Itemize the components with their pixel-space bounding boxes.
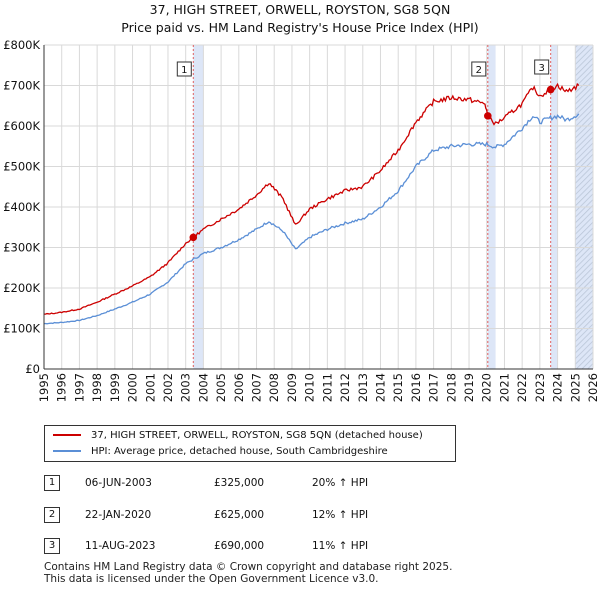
x-tick-label: 1995 <box>37 373 51 402</box>
x-tick-label: 1996 <box>55 373 69 402</box>
x-tick-label: 2023 <box>533 373 547 402</box>
sale-date: 06-JUN-2003 <box>85 477 152 489</box>
x-tick-label: 2020 <box>480 373 494 402</box>
sale-label-box <box>534 59 550 75</box>
sale-label-box <box>471 61 487 77</box>
legend-item-property: 37, HIGH STREET, ORWELL, ROYSTON, SG8 5Q… <box>53 428 423 444</box>
x-tick-label: 2005 <box>214 373 228 402</box>
x-tick-label: 2004 <box>196 373 210 402</box>
sale-hpi-change: 11% ↑ HPI <box>312 540 369 552</box>
x-tick-label: 2001 <box>143 373 157 402</box>
y-tick-label: £400K <box>3 200 40 214</box>
legend-label-property: 37, HIGH STREET, ORWELL, ROYSTON, SG8 5Q… <box>91 430 423 441</box>
price-chart: 1 2 3 £0 £100K £200K £300K £400K £500K £600K £700K… <box>3 38 600 402</box>
x-tick-label: 2007 <box>250 373 264 402</box>
x-tick-label: 2000 <box>126 373 140 402</box>
y-tick-label: £600K <box>3 119 40 133</box>
sale-row: 3 11-AUG-2023 £690,000 11% ↑ HPI <box>0 536 600 556</box>
y-tick-label: £800K <box>3 38 40 52</box>
x-tick-label: 2008 <box>267 373 281 402</box>
x-tick-label: 2019 <box>462 373 476 402</box>
sale-hpi-change: 20% ↑ HPI <box>312 477 369 489</box>
x-tick-label: 2010 <box>303 373 317 402</box>
sale-number-badge: 1 <box>44 475 60 491</box>
sale-number-badge: 2 <box>44 507 60 523</box>
x-tick-label: 2002 <box>161 373 175 402</box>
x-tick-label: 1999 <box>108 373 122 402</box>
sale-price: £690,000 <box>214 540 265 552</box>
chart-subtitle: Price paid vs. HM Land Registry's House … <box>121 20 479 35</box>
chart-title: 37, HIGH STREET, ORWELL, ROYSTON, SG8 5Q… <box>149 2 451 17</box>
sale-label-text: 3 <box>538 63 544 74</box>
x-tick-label: 2024 <box>551 373 565 402</box>
y-tick-label: £300K <box>3 241 40 255</box>
legend-swatch-property <box>53 434 81 436</box>
sale-hpi-change: 12% ↑ HPI <box>312 509 369 521</box>
x-tick-label: 2003 <box>179 373 193 402</box>
x-tick-label: 2022 <box>515 373 529 402</box>
y-tick-label: £200K <box>3 281 40 295</box>
sale-label-box <box>176 61 192 77</box>
x-tick-label: 2015 <box>391 373 405 402</box>
x-tick-label: 2009 <box>285 373 299 402</box>
x-tick-label: 2026 <box>586 373 600 402</box>
sale-date: 22-JAN-2020 <box>85 509 152 521</box>
sale-date: 11-AUG-2023 <box>85 540 156 552</box>
y-tick-label: £700K <box>3 79 40 93</box>
sale-price: £325,000 <box>214 477 265 489</box>
x-tick-label: 1997 <box>72 373 86 402</box>
sale-price: £625,000 <box>214 509 265 521</box>
x-tick-label: 2014 <box>373 373 387 402</box>
x-tick-label: 2021 <box>497 373 511 402</box>
x-tick-label: 2018 <box>444 373 458 402</box>
sale-label-text: 1 <box>181 65 187 76</box>
sale-point <box>189 233 198 242</box>
y-tick-label: £0 <box>25 362 40 376</box>
legend: 37, HIGH STREET, ORWELL, ROYSTON, SG8 5Q… <box>44 425 456 462</box>
x-tick-label: 2025 <box>568 373 582 402</box>
x-tick-label: 2017 <box>427 373 441 402</box>
y-tick-label: £100K <box>3 322 40 336</box>
footer-licence: This data is licensed under the Open Gov… <box>44 573 379 585</box>
sale-point <box>546 85 555 94</box>
y-tick-label: £500K <box>3 160 40 174</box>
sale-row: 1 06-JUN-2003 £325,000 20% ↑ HPI <box>0 473 600 493</box>
legend-swatch-hpi <box>53 450 81 452</box>
footer-copyright: Contains HM Land Registry data © Crown c… <box>44 561 453 573</box>
x-tick-label: 2011 <box>320 373 334 402</box>
hpi-series-line <box>43 113 580 325</box>
x-tick-label: 1998 <box>90 373 104 402</box>
sale-number-badge: 3 <box>44 538 60 554</box>
legend-item-hpi: HPI: Average price, detached house, Sout… <box>53 444 388 460</box>
x-tick-label: 2006 <box>232 373 246 402</box>
sale-point <box>484 112 492 120</box>
x-tick-label: 2013 <box>356 373 370 402</box>
sale-row: 2 22-JAN-2020 £625,000 12% ↑ HPI <box>0 505 600 525</box>
sale-label-text: 2 <box>476 65 482 76</box>
x-tick-label: 2012 <box>338 373 352 402</box>
x-tick-label: 2016 <box>409 373 423 402</box>
legend-label-hpi: HPI: Average price, detached house, Sout… <box>91 446 388 457</box>
